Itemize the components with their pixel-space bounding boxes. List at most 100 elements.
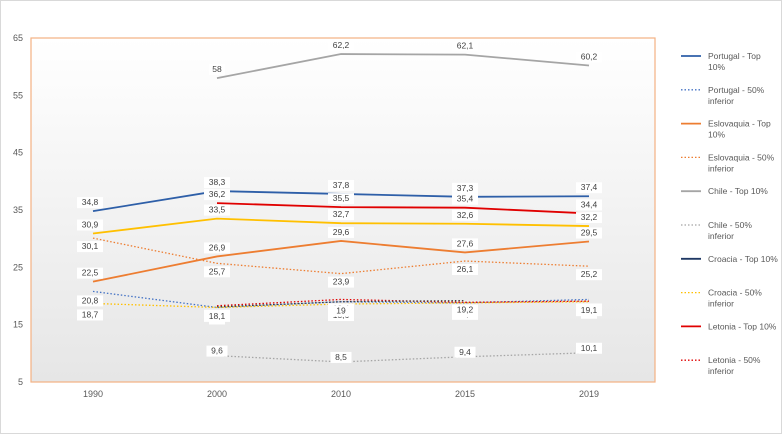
data-label-bg [328,276,354,288]
data-label-bg [204,177,230,189]
x-tick-label: 2019 [579,389,599,399]
data-label-bg [576,182,602,194]
series-line [92,217,590,235]
data-label-bg [204,189,230,201]
data-label-bg [204,242,230,254]
data-label-bg [452,209,478,221]
legend-label: Portugal - 50% inferior [708,85,765,106]
y-tick-label: 5 [18,377,23,387]
y-tick-label: 35 [13,205,23,215]
data-label-bg [452,264,478,276]
data-label: 58 [212,64,222,74]
legend-label-line: inferior [708,231,734,241]
data-labels: 34,838,337,837,337,420,819,422,526,929,6… [77,40,602,363]
data-label-bg [454,346,476,358]
series-line [216,53,590,80]
legend-label-line: Chile - Top 10% [708,186,768,196]
legend-label: Eslovaquia - 50% inferior [708,152,775,173]
series-line [92,290,590,309]
data-label-bg [77,241,103,253]
legend-label: Portugal - Top 10% [708,51,761,72]
data-label-bg [204,310,230,322]
legend-label-line: Portugal - Top [708,51,761,61]
data-label-bg [328,40,354,52]
data-label-bg [333,305,349,317]
data-label-bg [209,64,225,76]
legend-label: Eslovaquia - Top 10% [708,119,771,140]
data-label-bg [452,40,478,52]
legend-label-line: Eslovaquia - Top [708,119,771,129]
data-label: 30,1 [82,241,99,251]
data-label: 9,4 [459,347,471,357]
data-label: 32,7 [333,209,350,219]
data-label: 18,1 [209,311,226,321]
data-label: 34,4 [581,199,598,209]
data-label: 36,2 [209,189,226,199]
data-label-bg [328,179,354,191]
data-label: 19,2 [457,305,474,315]
legend-label-line: Letonia - Top 10% [708,321,777,331]
legend-label: Chile - 50% inferior [708,220,752,241]
data-label: 23,9 [333,277,350,287]
data-label-bg [328,193,354,205]
data-label-bg [77,267,103,279]
legend-label-line: Croacia - 50% [708,288,762,298]
legend-label-line: inferior [708,366,734,376]
data-label-bg [576,51,602,63]
legend-label-line: Eslovaquia - 50% [708,152,775,162]
data-label-bg [576,212,602,224]
data-label-bg [77,197,103,209]
data-label-bg [452,238,478,250]
legend-label-line: inferior [708,96,734,106]
data-label-bg [576,342,602,354]
data-label: 60,2 [581,52,598,62]
data-label: 38,3 [209,177,226,187]
series-line [92,301,590,309]
series-lines [92,53,590,363]
y-axis: 5 15 25 35 45 55 65 [13,33,23,387]
data-label: 62,2 [333,40,350,50]
legend-label-line: inferior [708,299,734,309]
data-label: 27,6 [457,238,474,248]
legend-label-line: Letonia - 50% [708,355,761,365]
data-label-bg [204,204,230,216]
data-label-bg [576,269,602,281]
data-label-bg [328,226,354,238]
data-label: 33,5 [209,205,226,215]
data-label: 19,1 [581,305,598,315]
data-label-bg [330,351,352,363]
series-line [92,240,590,283]
data-label: 34,8 [82,197,99,207]
x-tick-label: 2010 [331,389,351,399]
data-label: 8,5 [335,352,347,362]
y-tick-label: 25 [13,262,23,272]
data-label: 30,9 [82,220,99,230]
data-label: 37,3 [457,183,474,193]
data-label: 32,2 [581,212,598,222]
data-label: 37,8 [333,180,350,190]
x-tick-label: 2015 [455,389,475,399]
legend-label: Croacia - 50% inferior [708,288,762,309]
data-label-bg [452,304,478,316]
data-label: 9,6 [211,346,223,356]
data-label: 22,5 [82,268,99,278]
legend-label-line: Chile - 50% [708,220,752,230]
data-label: 37,4 [581,182,598,192]
y-tick-label: 55 [13,90,23,100]
data-label-bg [206,345,228,357]
data-label-bg [452,193,478,205]
y-tick-label: 45 [13,148,23,158]
legend: Portugal - Top 10%Portugal - 50% inferiorE… [681,51,778,376]
y-tick-label: 15 [13,320,23,330]
data-label: 20,8 [82,295,99,305]
series-line [216,202,590,215]
series-line [216,299,466,308]
legend-label-line: Portugal - 50% [708,85,765,95]
data-label: 26,9 [209,242,226,252]
legend-label-line: 10% [708,130,725,140]
x-tick-label: 2000 [207,389,227,399]
data-label-bg [576,199,602,211]
data-label: 10,1 [581,343,598,353]
